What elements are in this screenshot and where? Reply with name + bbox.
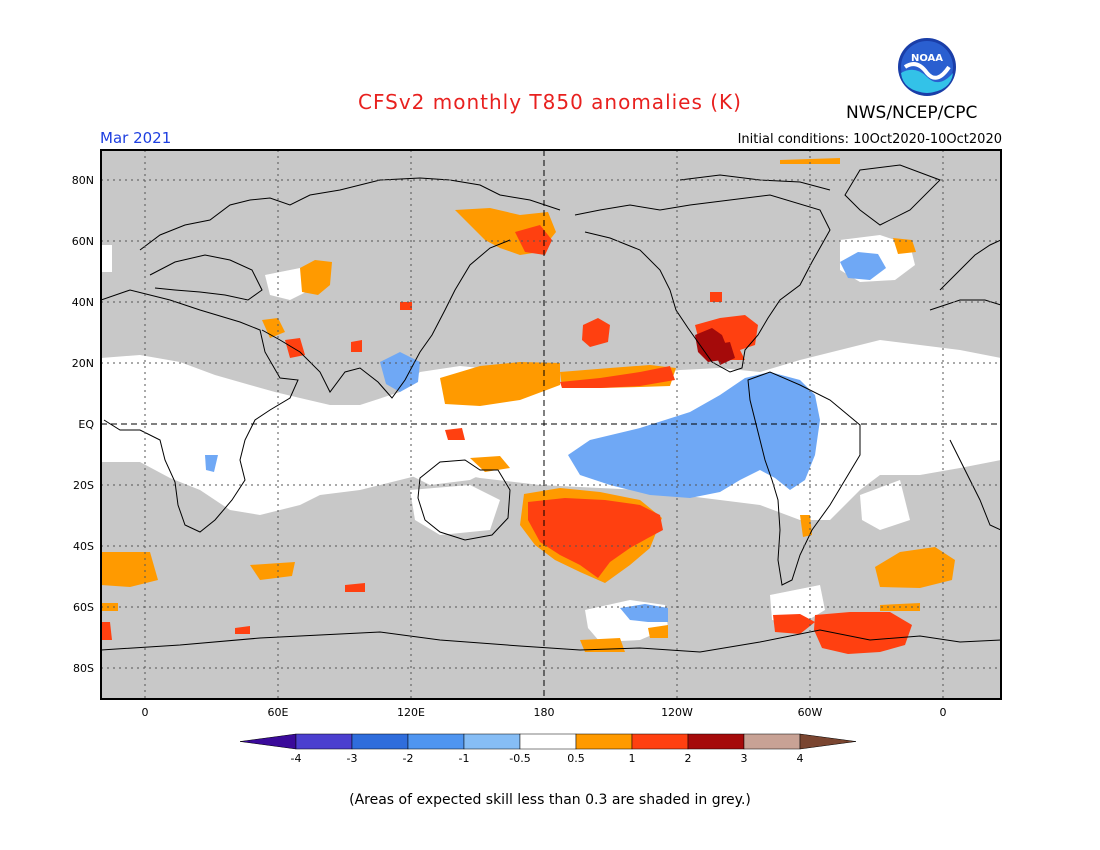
initial-conditions: Initial conditions: 10Oct2020-10Oct2020 — [737, 132, 1002, 147]
colorbar: -4 -3 -2 -1 -0.5 0.5 1 2 3 4 — [239, 733, 857, 765]
lat-label: 20S — [73, 479, 94, 492]
lon-label: 60E — [268, 706, 289, 719]
colorbar-segment — [407, 733, 465, 750]
lat-label: 40S — [73, 540, 94, 553]
lat-label: EQ — [78, 418, 94, 431]
lon-label: 180 — [534, 706, 555, 719]
agency-label: NWS/NCEP/CPC — [846, 103, 978, 123]
lat-label: 80N — [72, 174, 94, 187]
lat-label: 40N — [72, 296, 94, 309]
noaa-logo: NOAA — [895, 37, 959, 101]
colorbar-label: -1 — [459, 752, 470, 765]
lon-label: 0 — [940, 706, 947, 719]
lon-label: 0 — [142, 706, 149, 719]
colorbar-segment — [575, 733, 633, 750]
colorbar-label: 2 — [685, 752, 692, 765]
reference-lines — [101, 150, 1001, 699]
colorbar-label: -3 — [347, 752, 358, 765]
skill-footnote: (Areas of expected skill less than 0.3 a… — [349, 792, 751, 808]
colorbar-segment — [463, 733, 521, 750]
colorbar-min-arrow — [239, 733, 297, 750]
lon-label: 120E — [397, 706, 425, 719]
colorbar-segment — [295, 733, 353, 750]
colorbar-label: -0.5 — [509, 752, 530, 765]
svg-text:NOAA: NOAA — [911, 53, 943, 64]
forecast-month: Mar 2021 — [100, 129, 172, 147]
colorbar-segment — [351, 733, 409, 750]
colorbar-segment — [687, 733, 745, 750]
lat-label: 80S — [73, 662, 94, 675]
negative-anomaly-regions — [205, 252, 886, 622]
coastlines — [101, 164, 1001, 653]
colorbar-segment — [519, 733, 577, 750]
colorbar-label: 0.5 — [567, 752, 585, 765]
anomaly-map — [101, 150, 1001, 699]
lon-label: 60W — [798, 706, 823, 719]
very-strong-positive-anomaly-regions — [695, 328, 735, 365]
colorbar-segment — [743, 733, 801, 750]
lat-label: 60S — [73, 601, 94, 614]
lat-label: 20N — [72, 357, 94, 370]
lat-label: 60N — [72, 235, 94, 248]
colorbar-label: -2 — [403, 752, 414, 765]
graticule — [101, 150, 1001, 699]
colorbar-max-arrow — [799, 733, 857, 750]
colorbar-label: 4 — [797, 752, 804, 765]
colorbar-label: 3 — [741, 752, 748, 765]
longitude-labels: 0 60E 120E 180 120W 60W 0 — [142, 706, 947, 719]
map-frame — [100, 149, 1002, 700]
colorbar-label: -4 — [291, 752, 302, 765]
map-title: CFSv2 monthly T850 anomalies (K) — [358, 90, 742, 114]
colorbar-segment — [631, 733, 689, 750]
colorbar-label: 1 — [629, 752, 636, 765]
lon-label: 120W — [661, 706, 693, 719]
strong-positive-anomaly-regions — [101, 225, 912, 654]
latitude-labels: 80N 60N 40N 20N EQ 20S 40S 60S 80S — [72, 174, 95, 675]
